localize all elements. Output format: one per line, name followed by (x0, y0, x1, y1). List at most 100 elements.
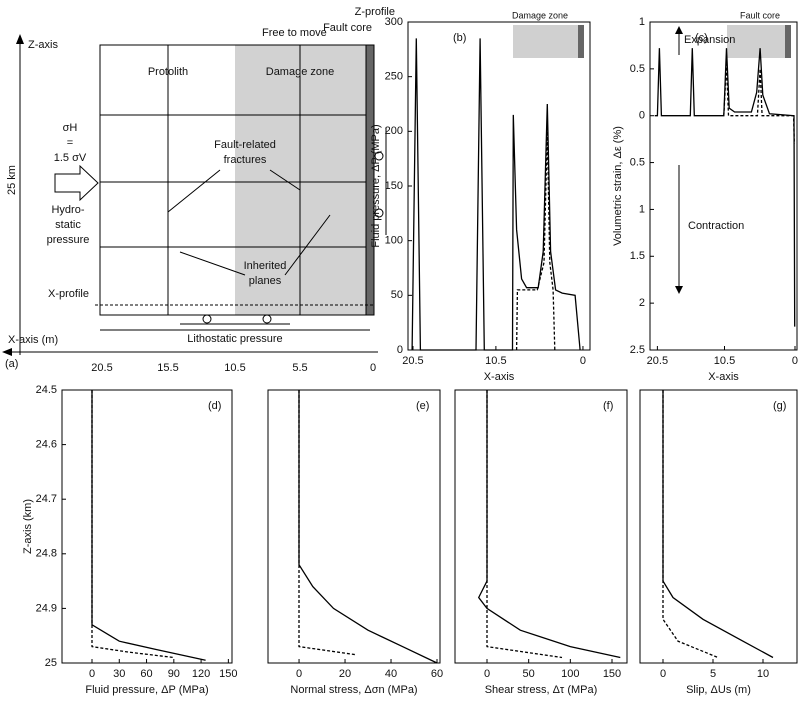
label: σH (63, 122, 78, 134)
x-tick-label: 5 (710, 668, 716, 680)
x-tick-label: 150 (603, 668, 621, 680)
annotation: Expansion (684, 34, 735, 46)
x-tick-label: 0 (296, 668, 302, 680)
y-tick-label: 1 (639, 16, 645, 28)
panel-label: (a) (5, 358, 18, 370)
plot-frame (407, 21, 591, 351)
plot-frame (639, 389, 798, 664)
panel-label: (g) (773, 400, 786, 412)
y-tick-label: 24.6 (36, 439, 57, 451)
label: fractures (224, 154, 267, 166)
panel-label: (d) (208, 400, 221, 412)
y-tick-label: 150 (385, 180, 403, 192)
x-tick-label: 0 (580, 355, 586, 367)
x-tick-label: 20.5 (402, 355, 423, 367)
leader (269, 169, 301, 191)
panel-label: (b) (453, 32, 466, 44)
x-tick-label: 50 (523, 668, 535, 680)
label: Free to move (262, 27, 327, 39)
annotation: Fault core (740, 10, 780, 20)
label: Hydro- (51, 204, 84, 216)
roller (374, 208, 384, 218)
y-tick-label: 25 (45, 657, 57, 669)
label: Z-profile (355, 6, 395, 18)
label: 1.5 σV (54, 152, 87, 164)
inset-bar (727, 25, 791, 58)
x-tick-label: 120 (192, 668, 210, 680)
panel-label: (f) (603, 400, 613, 412)
y-axis-label: Z-axis (km) (22, 499, 34, 554)
label: Damage zone (266, 66, 335, 78)
tick-label: 10.5 (224, 362, 245, 374)
x-tick-label: 100 (561, 668, 579, 680)
y-tick-label: 250 (385, 71, 403, 83)
x-axis-label: Slip, ΔUs (m) (686, 684, 751, 696)
tick-label: 20.5 (91, 362, 112, 374)
panel-label: (e) (416, 400, 429, 412)
y-tick-label: 0.5 (630, 63, 645, 75)
y-tick-label: 100 (385, 235, 403, 247)
plot-frame (61, 389, 233, 664)
arrow-head (675, 26, 683, 34)
y-tick-label: 0 (639, 110, 645, 122)
label: Inherited (244, 260, 287, 272)
roller (374, 151, 384, 161)
x-tick-label: 0 (484, 668, 490, 680)
stress-arrow (54, 164, 99, 202)
data-line (723, 64, 795, 144)
roller (262, 314, 272, 324)
x-tick-label: 40 (385, 668, 397, 680)
label: 25 km (6, 165, 18, 195)
label: Z-axis (28, 39, 58, 51)
annotation: Contraction (688, 220, 744, 232)
x-tick-label: 0 (792, 355, 798, 367)
label: Protolith (148, 66, 188, 78)
data-line (654, 48, 796, 327)
x-tick-label: 10.5 (714, 355, 735, 367)
annotation: Damage zone (512, 10, 568, 20)
y-tick-label: 200 (385, 125, 403, 137)
y-tick-label: 24.7 (36, 493, 57, 505)
tick-label: 0 (370, 362, 376, 374)
x-axis-label: X-axis (708, 371, 739, 383)
inset-core (578, 25, 584, 58)
y-tick-label: 50 (391, 289, 403, 301)
tick-label: 5.5 (292, 362, 307, 374)
data-line (477, 390, 621, 659)
y-tick-label: 1 (639, 203, 645, 215)
x-axis-label: Normal stress, Δσn (MPa) (290, 684, 417, 696)
data-line (662, 390, 719, 659)
y-tick-label: 24.5 (36, 384, 57, 396)
plot-frame (454, 389, 628, 664)
label: pressure (47, 234, 90, 246)
label: Fault core (323, 22, 372, 34)
x-tick-label: 150 (219, 668, 237, 680)
y-tick-label: 2.5 (630, 344, 645, 356)
x-axis-label: X-axis (484, 371, 515, 383)
x-tick-label: 0 (660, 668, 666, 680)
leader (179, 251, 246, 276)
x-axis-label: Fluid pressure, ΔP (MPa) (85, 684, 208, 696)
leader (167, 169, 221, 213)
data-line (91, 390, 206, 661)
plot-frame (267, 389, 441, 664)
x-axis-label: Shear stress, Δτ (MPa) (485, 684, 598, 696)
label: Fault-related (214, 139, 276, 151)
arrow-head (675, 286, 683, 294)
arrow-head (16, 34, 24, 44)
x-tick-label: 10.5 (485, 355, 506, 367)
label: static (55, 219, 81, 231)
x-tick-label: 60 (140, 668, 152, 680)
plot-frame (649, 21, 798, 351)
data-line (298, 390, 438, 664)
y-tick-label: 24.9 (36, 602, 57, 614)
leader (284, 214, 331, 276)
data-line (411, 38, 581, 351)
label: = (67, 137, 73, 149)
inset-core (785, 25, 791, 58)
x-tick-label: 20.5 (647, 355, 668, 367)
x-tick-label: 30 (113, 668, 125, 680)
inset-bar (513, 25, 584, 58)
y-tick-label: 1.5 (630, 250, 645, 262)
